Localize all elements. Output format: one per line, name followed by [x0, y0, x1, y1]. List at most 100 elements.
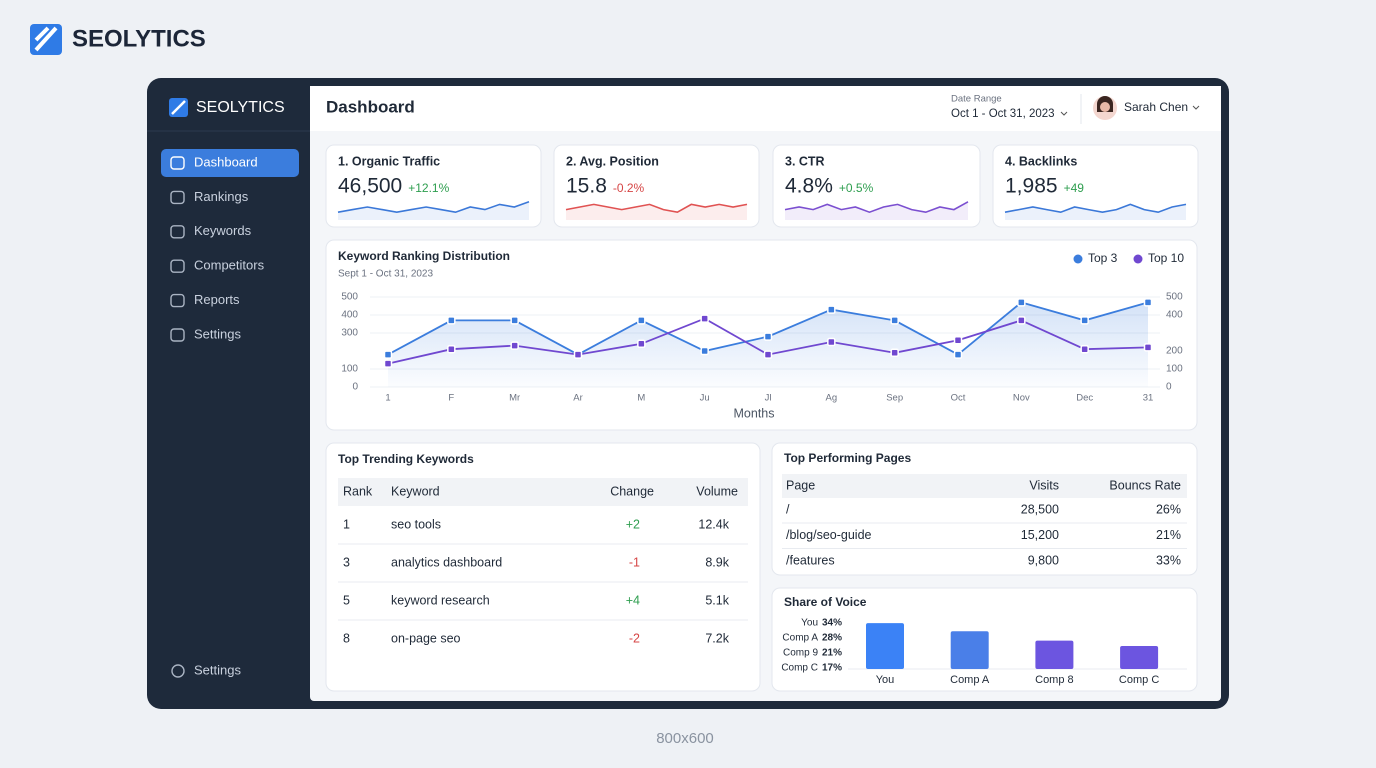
table-cell: 5.1k: [705, 593, 729, 607]
table-cell: 3: [343, 555, 350, 569]
table-cell: /features: [786, 553, 835, 567]
nav-icon: [170, 259, 185, 273]
kpi-value: 1,985: [1005, 175, 1058, 198]
y2-tick-label: 500: [1166, 292, 1183, 303]
table-title: Top Trending Keywords: [338, 452, 474, 466]
x-tick-label: You: [876, 674, 895, 686]
data-point[interactable]: [827, 337, 836, 347]
y2-tick-label: 200: [1166, 346, 1183, 357]
y-tick-label: 400: [341, 310, 358, 321]
data-point[interactable]: [637, 339, 646, 349]
x-tick-label: Nov: [1013, 393, 1030, 404]
brand-name: SEOLYTICS: [72, 25, 206, 52]
y-tick-label: 0: [352, 382, 358, 393]
table-cell: 1: [343, 517, 350, 531]
sov-legend-name: Comp C: [781, 663, 818, 674]
table-cell: 9,800: [1028, 553, 1059, 567]
table-cell: -1: [629, 555, 640, 569]
table-cell: 7.2k: [705, 631, 729, 645]
data-point[interactable]: [447, 344, 456, 354]
data-point[interactable]: [1080, 316, 1089, 325]
data-point[interactable]: [763, 350, 773, 359]
kpi-card: [325, 144, 542, 228]
table-header: Keyword: [391, 484, 440, 498]
chart-title: Share of Voice: [784, 595, 867, 609]
data-point[interactable]: [700, 346, 709, 356]
table-header: Change: [610, 484, 654, 498]
x-tick-label: F: [448, 393, 454, 404]
table-cell: 8.9k: [705, 555, 729, 569]
legend-label[interactable]: Top 10: [1148, 251, 1184, 265]
data-point[interactable]: [637, 316, 646, 325]
data-point[interactable]: [1017, 298, 1026, 307]
sov-legend-value: 28%: [822, 633, 842, 644]
date-range[interactable]: Oct 1 - Oct 31, 2023: [951, 108, 1055, 120]
table-cell: /blog/seo-guide: [786, 528, 872, 542]
bar[interactable]: [1035, 640, 1074, 669]
x-tick-label: Sep: [886, 393, 903, 404]
data-point[interactable]: [1017, 316, 1026, 325]
table-header: Bouncs Rate: [1109, 478, 1181, 492]
table-cell: seo tools: [391, 517, 441, 531]
x-tick-label: Mr: [509, 393, 520, 404]
bar[interactable]: [950, 631, 989, 669]
data-point[interactable]: [890, 348, 899, 358]
active-nav-bg: [161, 149, 299, 177]
nav-item[interactable]: Reports: [194, 292, 240, 307]
date-range-label: Date Range: [951, 94, 1002, 105]
data-point[interactable]: [510, 341, 519, 350]
kpi-sparkline-area: [1005, 204, 1186, 220]
data-point[interactable]: [1143, 298, 1153, 307]
bar[interactable]: [866, 623, 904, 669]
sov-legend-value: 21%: [822, 648, 842, 659]
x-tick-label: Comp C: [1119, 674, 1159, 686]
x-tick-label: 31: [1143, 393, 1154, 404]
data-point[interactable]: [953, 350, 963, 359]
table-cell: 8: [343, 631, 350, 645]
kpi-sparkline: [1004, 203, 1187, 214]
kpi-title: 4. Backlinks: [1005, 154, 1077, 168]
nav-item[interactable]: Settings: [194, 326, 241, 341]
kpi-change: +12.1%: [408, 181, 449, 195]
nav-item[interactable]: Rankings: [194, 189, 249, 204]
data-point[interactable]: [763, 332, 773, 341]
nav-item[interactable]: Keywords: [194, 223, 252, 238]
table-header: Rank: [343, 484, 373, 498]
sov-legend-name: You: [801, 618, 818, 629]
data-point[interactable]: [573, 350, 583, 359]
data-point[interactable]: [447, 316, 456, 325]
table-header-bg: [338, 478, 748, 506]
kpi-sparkline: [784, 201, 969, 214]
nav-item[interactable]: Dashboard: [194, 154, 258, 169]
kpi-sparkline: [337, 201, 530, 214]
nav-icon: [170, 190, 185, 205]
x-tick-label: Dec: [1076, 393, 1093, 404]
y-tick-label: 100: [341, 364, 358, 375]
chart-title: Keyword Ranking Distribution: [338, 249, 510, 263]
y-tick-label: 300: [341, 328, 358, 339]
bar[interactable]: [1120, 646, 1159, 669]
nav-item[interactable]: Competitors: [194, 258, 265, 273]
data-point[interactable]: [890, 316, 899, 325]
sidebar-brand: SEOLYTICS: [196, 99, 285, 116]
data-point[interactable]: [827, 305, 836, 314]
kpi-title: 1. Organic Traffic: [338, 154, 440, 168]
legend-label[interactable]: Top 3: [1088, 251, 1118, 265]
x-tick-label: Jl: [765, 393, 772, 404]
data-point[interactable]: [510, 316, 519, 325]
legend-swatch: [1133, 254, 1143, 264]
data-point[interactable]: [383, 350, 393, 359]
user-name[interactable]: Sarah Chen: [1124, 100, 1188, 114]
kpi-title: 2. Avg. Position: [566, 154, 659, 168]
data-point[interactable]: [953, 335, 963, 345]
table-cell: 15,200: [1021, 528, 1059, 542]
nav-icon: [170, 293, 185, 308]
data-point[interactable]: [383, 359, 393, 368]
data-point[interactable]: [700, 314, 709, 323]
data-point[interactable]: [1143, 343, 1153, 352]
nav-item[interactable]: Settings: [194, 662, 241, 677]
data-point[interactable]: [1080, 344, 1089, 354]
kpi-title: 3. CTR: [785, 154, 825, 168]
